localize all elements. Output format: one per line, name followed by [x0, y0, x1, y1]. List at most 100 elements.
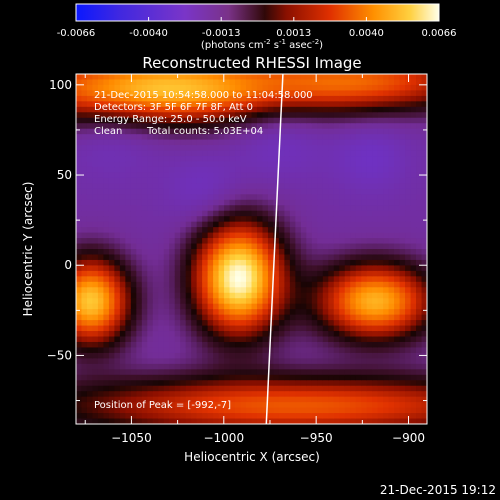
heatmap-cell [174, 413, 181, 420]
heatmap-cell [300, 156, 307, 163]
heatmap-cell [119, 287, 126, 294]
heatmap-cell [295, 292, 302, 299]
heatmap-cell [333, 79, 340, 86]
heatmap-cell [114, 188, 121, 195]
heatmap-cell [366, 172, 373, 179]
heatmap-cell [339, 276, 346, 283]
heatmap-cell [125, 298, 132, 305]
heatmap-cell [399, 369, 406, 376]
heatmap-cell [218, 112, 225, 119]
heatmap-cell [421, 320, 427, 327]
heatmap-cell [278, 369, 285, 376]
heatmap-cell [213, 325, 220, 332]
heatmap-cell [355, 303, 362, 310]
heatmap-cell [147, 265, 154, 272]
heatmap-cell [114, 161, 121, 168]
heatmap-cell [147, 325, 154, 332]
heatmap-cell [333, 341, 340, 349]
heatmap-cell [163, 369, 170, 376]
heatmap-cell [328, 391, 335, 398]
heatmap-cell [169, 341, 176, 349]
heatmap-cell [306, 249, 313, 256]
heatmap-cell [416, 325, 423, 332]
heatmap-cells [76, 74, 427, 424]
heatmap-cell [207, 331, 214, 338]
heatmap-cell [322, 238, 329, 245]
heatmap-cell [372, 358, 379, 365]
heatmap-cell [366, 106, 373, 113]
heatmap-cell [81, 166, 88, 174]
heatmap-cell [256, 112, 264, 119]
heatmap-cell [295, 238, 302, 245]
heatmap-cell [300, 298, 307, 305]
heatmap-cell [108, 287, 115, 294]
heatmap-cell [108, 172, 115, 179]
heatmap-cell [136, 352, 143, 359]
heatmap-cell [322, 363, 329, 370]
heatmap-cell [136, 347, 143, 354]
heatmap-cell [256, 134, 264, 141]
heatmap-cell [213, 303, 220, 310]
heatmap-cell [284, 117, 291, 124]
heatmap-cell [76, 341, 83, 349]
heatmap-cell [130, 363, 137, 370]
heatmap-cell [246, 183, 253, 190]
heatmap-cell [207, 276, 214, 283]
heatmap-cell [86, 281, 94, 288]
heatmap-cell [361, 309, 368, 316]
heatmap-cell [383, 161, 390, 168]
heatmap-cell [147, 374, 154, 381]
heatmap-cell [218, 292, 225, 299]
heatmap-cell [158, 380, 165, 387]
heatmap-cell [344, 407, 351, 414]
heatmap-cell [103, 281, 110, 288]
heatmap-cell [103, 320, 110, 327]
heatmap-cell [114, 210, 121, 217]
heatmap-cell [366, 150, 373, 157]
heatmap-cell [158, 161, 165, 168]
heatmap-cell [108, 79, 115, 86]
heatmap-cell [218, 238, 225, 245]
heatmap-cell [202, 320, 209, 327]
heatmap-cell [141, 183, 148, 190]
heatmap-cell [218, 243, 225, 250]
heatmap-cell [289, 259, 296, 267]
heatmap-cell [169, 298, 176, 305]
heatmap-cell [311, 292, 318, 299]
heatmap-cell [97, 238, 105, 245]
heatmap-cell [224, 374, 231, 381]
heatmap-cell [377, 276, 384, 283]
heatmap-cell [251, 352, 258, 359]
heatmap-cell [278, 413, 285, 420]
heatmap-cell [202, 254, 209, 261]
heatmap-cell [97, 276, 105, 283]
heatmap-cell [191, 331, 198, 338]
heatmap-cell [119, 363, 126, 370]
heatmap-cell [174, 292, 181, 299]
heatmap-cell [410, 385, 417, 392]
heatmap-cell [278, 407, 285, 414]
heatmap-cell [273, 123, 280, 130]
heatmap-cell [322, 352, 329, 359]
heatmap-cell [235, 84, 242, 92]
heatmap-cell [213, 172, 220, 179]
heatmap-cell [317, 413, 324, 420]
heatmap-cell [224, 145, 231, 152]
heatmap-cell [366, 314, 373, 321]
heatmap-cell [416, 347, 423, 354]
heatmap-cell [388, 139, 395, 146]
heatmap-cell [300, 418, 307, 424]
heatmap-cell [361, 259, 368, 267]
heatmap-cell [350, 183, 357, 190]
heatmap-cell [273, 385, 280, 392]
heatmap-cell [76, 117, 83, 124]
heatmap-cell [169, 331, 176, 338]
heatmap-cell [240, 227, 247, 234]
heatmap-cell [377, 112, 384, 119]
heatmap-cell [383, 117, 390, 124]
heatmap-cell [328, 106, 335, 113]
heatmap-cell [267, 221, 275, 228]
heatmap-cell [119, 369, 126, 376]
heatmap-cell [344, 249, 351, 256]
heatmap-cell [207, 418, 214, 424]
